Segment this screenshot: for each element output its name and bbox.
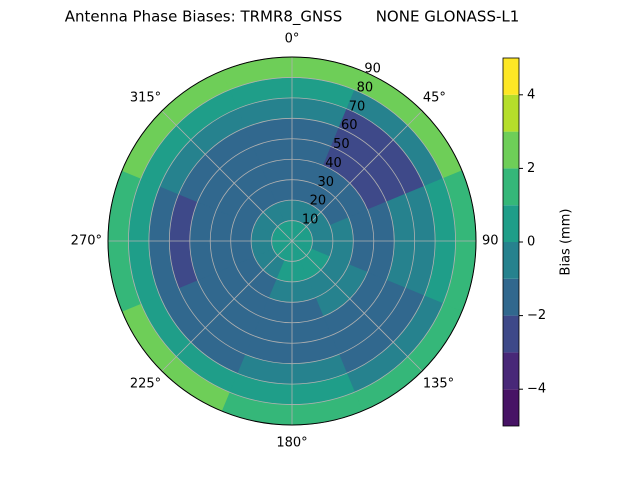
colorbar-tick-label: −2 — [527, 308, 546, 323]
r-tick-label: 60 — [341, 118, 358, 133]
grid-spoke — [161, 110, 293, 242]
theta-tick-label: 315° — [130, 91, 161, 106]
r-tick-label: 90 — [364, 62, 381, 77]
colorbar-band — [503, 278, 519, 316]
colorbar-band — [503, 205, 519, 242]
colorbar-tick-label: 0 — [527, 235, 535, 250]
colorbar-tick-label: −4 — [527, 382, 546, 397]
theta-tick-label: 0° — [285, 32, 300, 47]
r-tick-label: 20 — [310, 194, 327, 209]
r-tick-label: 40 — [325, 156, 342, 171]
theta-tick-label: 225° — [130, 376, 161, 391]
theta-tick-label: 270° — [71, 234, 102, 249]
colorbar: −4 −2 0 2 4 Bias (mm) — [502, 57, 574, 427]
colorbar-band — [503, 58, 519, 95]
r-tick-label: 10 — [302, 213, 319, 228]
grid-spoke — [291, 110, 423, 242]
chart-title: Antenna Phase Biases: TRMR8_GNSS NONE GL… — [65, 8, 520, 27]
theta-tick-label: 90 — [482, 234, 499, 249]
colorbar-band — [503, 389, 519, 426]
r-tick-label: 80 — [357, 80, 374, 95]
colorbar-band — [503, 131, 519, 169]
grid-spoke — [291, 240, 423, 372]
colorbar-band — [503, 94, 519, 132]
colorbar-band — [503, 352, 519, 390]
r-tick-label: 70 — [349, 99, 366, 114]
grid-spoke — [161, 240, 293, 372]
colorbar-label: Bias (mm) — [559, 209, 574, 276]
theta-tick-label: 45° — [423, 91, 446, 106]
r-tick-label: 30 — [317, 175, 334, 190]
r-tick-label: 50 — [333, 137, 350, 152]
theta-tick-label: 180° — [276, 436, 307, 451]
theta-tick-label: 135° — [423, 376, 454, 391]
colorbar-band — [503, 315, 519, 353]
colorbar-tick-label: 2 — [527, 161, 535, 176]
colorbar-band — [503, 242, 519, 279]
polar-plot: 0° 45° 90 135° 180° 225° 270° 315° 10 20 30 40 50 60 7… — [71, 32, 499, 451]
colorbar-band — [503, 168, 519, 206]
polar-frame — [107, 56, 477, 426]
colorbar-tick-label: 4 — [527, 87, 535, 102]
